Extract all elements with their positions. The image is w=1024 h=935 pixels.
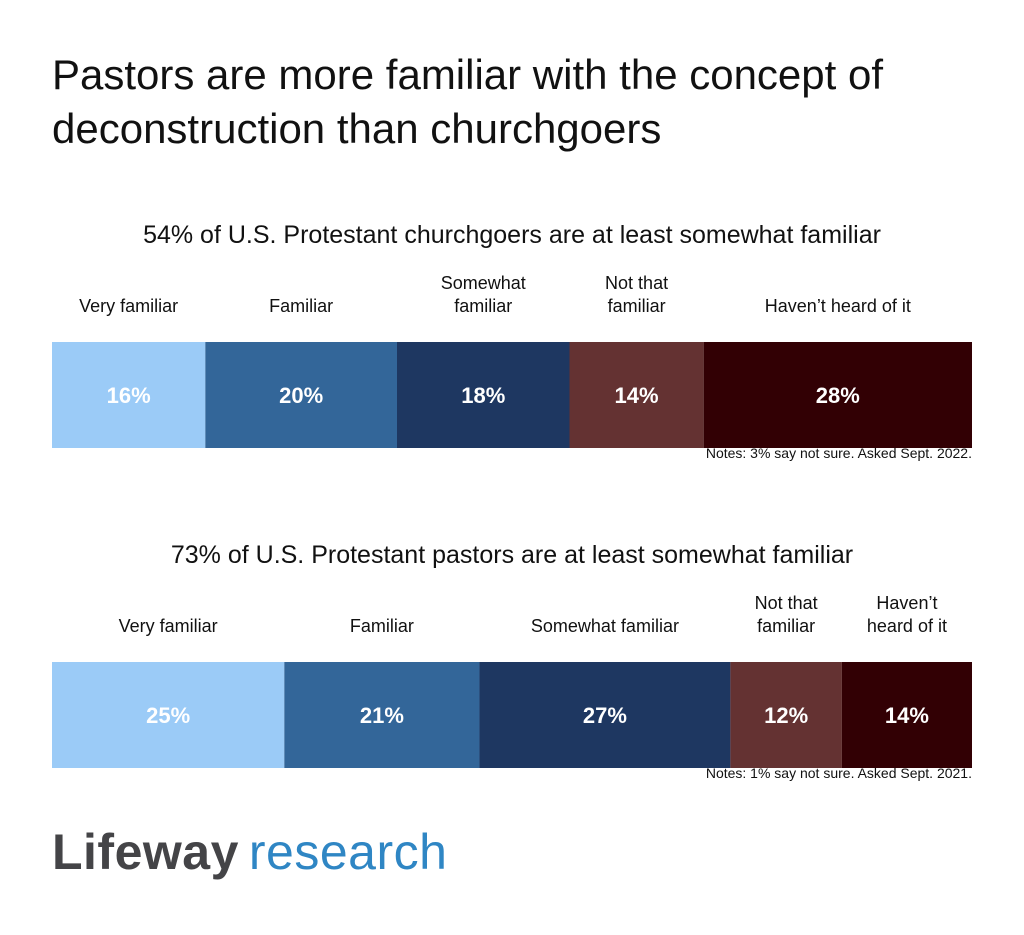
pastors-note: Notes: 1% say not sure. Asked Sept. 2021… <box>706 765 972 781</box>
churchgoers-value-label-5: 28% <box>816 383 860 408</box>
pastors-bar-4 <box>730 662 842 768</box>
lifeway-research-logo: Lifeway research <box>52 822 447 882</box>
pastors-category-label-4: Not that familiar <box>755 593 818 636</box>
churchgoers-category-label-5: Haven’t heard of it <box>765 296 911 316</box>
churchgoers-bar-1 <box>52 342 206 448</box>
pastors-subtitle: 73% of U.S. Protestant pastors are at le… <box>171 541 853 569</box>
churchgoers-value-label-1: 16% <box>107 383 151 408</box>
pastors-category-label-3: Somewhat familiar <box>531 616 679 636</box>
churchgoers-value-label-2: 20% <box>279 383 323 408</box>
churchgoers-bar-3 <box>397 342 570 448</box>
pastors-bar-2 <box>284 662 480 768</box>
churchgoers-category-label-3: Somewhat familiar <box>441 273 526 316</box>
pastors-bar-3 <box>479 662 731 768</box>
pastors-value-label-1: 25% <box>146 703 190 728</box>
logo-research: research <box>248 824 448 880</box>
churchgoers-subtitle: 54% of U.S. Protestant churchgoers are a… <box>143 221 881 249</box>
pastors-category-label-5: Haven’t heard of it <box>867 593 947 636</box>
pastors-bar-1 <box>52 662 285 768</box>
pastors-value-label-3: 27% <box>583 703 627 728</box>
churchgoers-chart-svg: 54% of U.S. Protestant churchgoers are a… <box>52 221 972 461</box>
churchgoers-note: Notes: 3% say not sure. Asked Sept. 2022… <box>706 445 972 461</box>
pastors-chart-svg: 73% of U.S. Protestant pastors are at le… <box>52 541 972 781</box>
churchgoers-category-label-2: Familiar <box>269 296 333 316</box>
churchgoers-chart: 54% of U.S. Protestant churchgoers are a… <box>0 212 1024 472</box>
churchgoers-bar-2 <box>205 342 397 448</box>
pastors-value-label-4: 12% <box>764 703 808 728</box>
pastors-bar-5 <box>841 662 972 768</box>
pastors-value-label-2: 21% <box>360 703 404 728</box>
churchgoers-bar-4 <box>569 342 704 448</box>
churchgoers-value-label-4: 14% <box>615 383 659 408</box>
pastors-category-label-1: Very familiar <box>119 616 218 636</box>
churchgoers-category-label-4: Not that familiar <box>605 273 668 316</box>
pastors-chart: 73% of U.S. Protestant pastors are at le… <box>0 532 1024 792</box>
logo-lifeway: Lifeway <box>52 824 239 880</box>
churchgoers-category-label-1: Very familiar <box>79 296 178 316</box>
chart-title: Pastors are more familiar with the conce… <box>52 51 884 152</box>
pastors-value-label-5: 14% <box>885 703 929 728</box>
pastors-category-label-2: Familiar <box>350 616 414 636</box>
churchgoers-value-label-3: 18% <box>461 383 505 408</box>
churchgoers-bar-5 <box>703 342 972 448</box>
